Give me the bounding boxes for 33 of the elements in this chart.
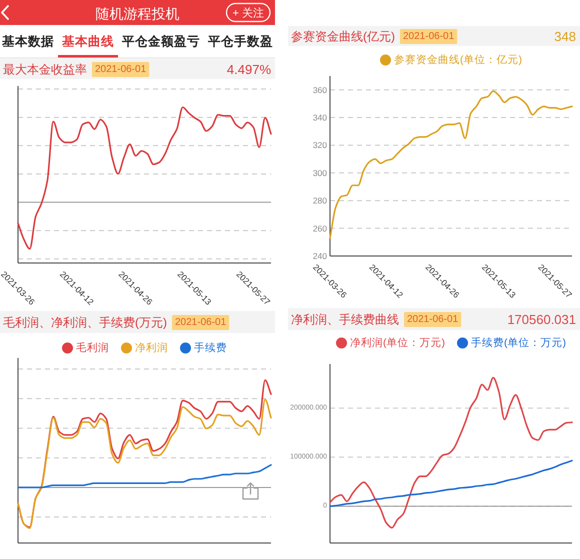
y-tick-label: 320 [312,140,328,150]
text: 基本数据 [1,34,54,48]
legend-label: 毛利润 [76,341,109,354]
text: 平仓金额盈亏 [121,34,200,48]
text: 随机游程投机 [96,6,180,22]
y-tick-label: 340 [312,112,328,123]
chart-title: 参赛资金曲线(亿元) [291,30,395,44]
chart-title: 净利润、手续费曲线 [291,312,399,326]
chart-subtitle: 2021-06-01 [407,314,459,325]
text: 平仓手数盈 [207,34,273,48]
line-series [329,376,573,529]
legend-label: 净利润 [135,341,168,354]
legend-label: 手续费 [194,341,227,354]
chart-subtitle: 2021-06-01 [95,64,147,75]
text: + 关注 [232,6,264,20]
text: 170560.031 [507,312,576,327]
y-tick-label: 280 [312,196,328,206]
y-tick-label: 240 [312,251,328,261]
text: 348 [554,29,576,44]
text: 4.497% [226,62,272,77]
y-tick-label: 300 [312,168,328,178]
line-series [329,90,573,239]
y-tick-label: 360 [312,84,328,95]
chart-subtitle: 2021-06-01 [175,317,227,328]
text: 基本曲线 [61,34,114,48]
y-tick-label: 260 [312,223,328,234]
legend-label: 手续费(单位：万元) [471,336,566,349]
chart-subtitle: 2021-06-01 [403,31,455,42]
chart-title: 毛利润、净利润、手续费(万元) [3,316,167,330]
chart-title: 最大本金收益率 [3,62,87,76]
legend-label: 参赛资金曲线(单位：亿元) [394,53,522,66]
line-series [329,460,573,508]
legend-label: 净利润(单位：万元) [350,336,445,349]
